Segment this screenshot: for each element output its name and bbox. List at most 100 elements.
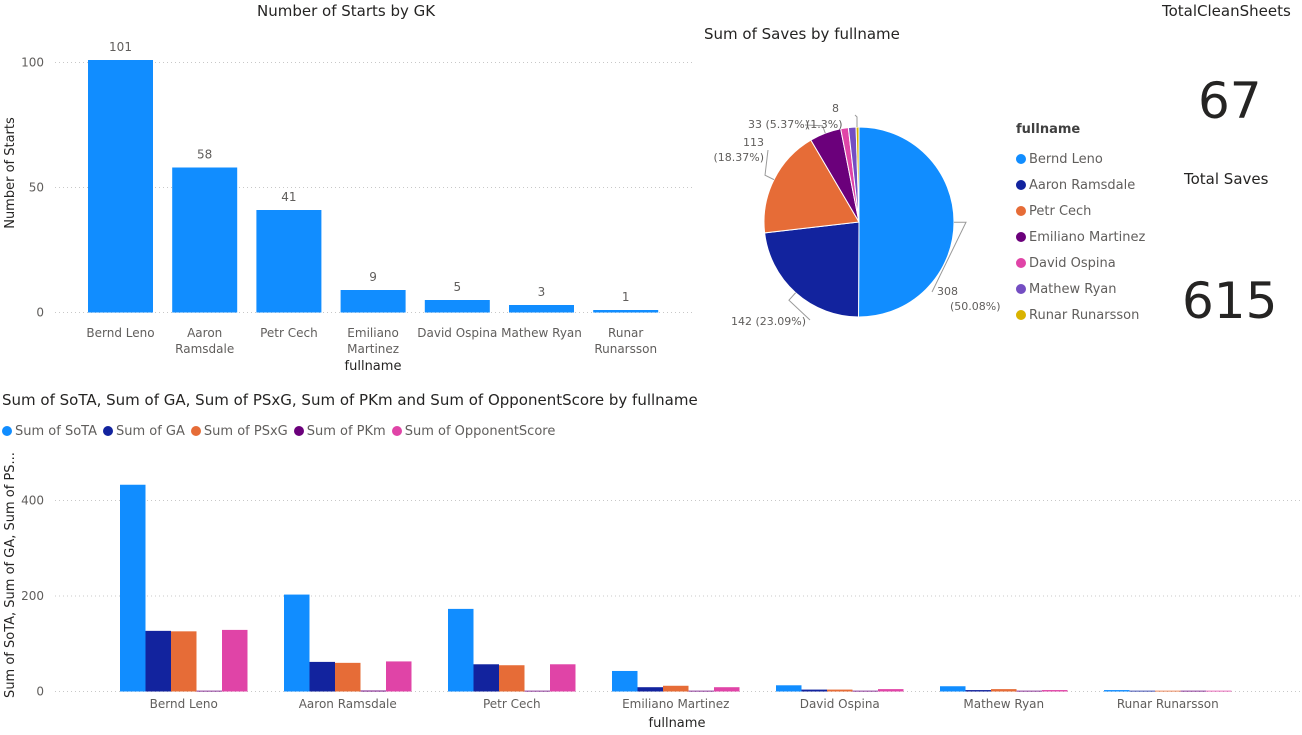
pie-legend-item[interactable]: Runar Runarsson — [1016, 302, 1145, 328]
grouped-bar[interactable] — [335, 662, 361, 692]
y-tick-label: 200 — [21, 589, 44, 603]
grouped-bar[interactable] — [688, 690, 715, 692]
grouped-bar[interactable] — [196, 690, 223, 692]
grouped-bar[interactable] — [360, 690, 387, 692]
grouped-bar[interactable] — [1016, 690, 1043, 692]
total-clean-sheets-value: 67 — [1198, 72, 1262, 130]
grouped-legend-item[interactable]: Sum of PKm — [293, 423, 386, 439]
grouped-bar[interactable] — [1104, 690, 1130, 692]
x-tick-label: Bernd Leno — [150, 697, 218, 711]
grouped-bar[interactable] — [663, 685, 689, 692]
grouped-legend-label: Sum of GA — [115, 423, 185, 439]
x-tick-label: Mathew Ryan — [501, 326, 582, 340]
grouped-bar[interactable] — [499, 665, 525, 692]
grouped-bar[interactable] — [1180, 690, 1207, 692]
pie-legend-item[interactable]: Mathew Ryan — [1016, 276, 1145, 302]
grouped-bar[interactable] — [120, 484, 146, 692]
grouped-bar[interactable] — [309, 661, 336, 692]
pie-legend-label: Runar Runarsson — [1029, 307, 1140, 323]
grouped-bar[interactable] — [776, 685, 802, 692]
x-tick-label: Petr Cech — [260, 326, 318, 340]
grouped-legend-item[interactable]: Sum of SoTA — [2, 424, 97, 439]
grouped-bar[interactable] — [714, 687, 740, 692]
pie-legend: fullname Bernd Leno Aaron Ramsdale Petr Ce… — [1016, 122, 1145, 328]
grouped-bar[interactable] — [852, 690, 879, 692]
pie-legend-item[interactable]: Aaron Ramsdale — [1016, 172, 1145, 198]
pie-legend-label: Petr Cech — [1029, 203, 1092, 219]
pie-slice[interactable] — [855, 126, 860, 223]
pie-legend-item[interactable]: Bernd Leno — [1016, 146, 1145, 172]
starts-bar[interactable] — [256, 210, 322, 313]
pie-slice[interactable] — [858, 126, 955, 318]
grouped-legend-item[interactable]: Sum of PSxG — [190, 424, 288, 439]
grouped-bar[interactable] — [1155, 690, 1181, 692]
grouped-chart-legend: Sum of SoTA Sum of GA Sum of PSxG Sum of PK… — [2, 422, 561, 440]
starts-bar[interactable] — [340, 290, 406, 313]
grouped-legend-item[interactable]: Sum of GA — [102, 423, 185, 439]
pie-legend-title: fullname — [1016, 122, 1081, 137]
pie-data-label: 8 — [832, 102, 839, 115]
pie-legend-item[interactable]: David Ospina — [1016, 250, 1145, 276]
starts-data-label: 9 — [369, 270, 377, 284]
grouped-bar[interactable] — [145, 630, 172, 692]
grouped-bar[interactable] — [1042, 690, 1068, 692]
grouped-bar[interactable] — [940, 686, 966, 692]
pie-slice[interactable] — [763, 139, 860, 234]
grouped-bar[interactable] — [284, 594, 310, 692]
grouped-bar[interactable] — [965, 690, 992, 692]
grouped-bar[interactable] — [386, 661, 412, 692]
x-tick-label: Runar Runarsson — [594, 326, 657, 356]
grouped-bar[interactable] — [524, 690, 551, 692]
starts-bar[interactable] — [424, 300, 490, 313]
y-tick-label: 50 — [29, 181, 44, 195]
total-saves-value: 615 — [1182, 272, 1278, 330]
grouped-bar[interactable] — [827, 689, 853, 692]
starts-bar-chart[interactable]: 0 50 100 101 Bernd Leno 58 Aaron Ramsdale 41 Petr… — [0, 0, 700, 380]
grouped-bar[interactable] — [473, 664, 500, 692]
grouped-bar[interactable] — [448, 608, 474, 692]
grouped-legend-label: Sum of PKm — [306, 423, 386, 439]
pie-legend-item[interactable]: Petr Cech — [1016, 198, 1145, 224]
grouped-bar[interactable] — [1206, 690, 1232, 692]
legend-dot-icon — [293, 426, 304, 436]
pie-data-label: 33 (5.37%) — [748, 118, 809, 131]
starts-data-label: 101 — [109, 40, 132, 54]
x-tick-label: David Ospina — [417, 326, 497, 340]
x-tick-label: Bernd Leno — [86, 326, 154, 340]
starts-bar[interactable] — [172, 167, 238, 313]
y-tick-label: 400 — [21, 494, 44, 508]
grouped-bar[interactable] — [1129, 690, 1156, 692]
grouped-bar[interactable] — [612, 670, 638, 692]
x-tick-label: Runar Runarsson — [1117, 697, 1219, 711]
y-axis-title: Number of Starts — [3, 117, 18, 229]
legend-dot-icon — [1016, 284, 1026, 294]
grouped-bar[interactable] — [222, 629, 248, 692]
pie-leader-line — [931, 221, 967, 293]
grouped-bar-chart[interactable]: 0 200 400 Bernd Leno Aaron Ramsdale Petr Cech… — [0, 440, 1302, 735]
starts-bar[interactable] — [593, 310, 659, 313]
pie-slice[interactable] — [764, 221, 860, 318]
starts-bar[interactable] — [509, 305, 574, 313]
pie-legend-item[interactable]: Emiliano Martinez — [1016, 224, 1145, 250]
x-tick-label: Petr Cech — [483, 697, 541, 711]
saves-pie-chart[interactable]: 308 (50.08%) 142 (23.09%) 113 (18.37%) 33 (5.… — [700, 60, 1010, 350]
grouped-bar[interactable] — [171, 631, 197, 692]
grouped-legend-item[interactable]: Sum of OpponentScore — [391, 424, 555, 439]
pie-leader-line — [764, 149, 775, 181]
grouped-bar[interactable] — [637, 687, 664, 692]
starts-bar[interactable] — [88, 60, 153, 313]
x-tick-label: Emiliano Martinez — [622, 697, 729, 711]
grouped-bar[interactable] — [801, 689, 828, 692]
x-axis-title: fullname — [649, 716, 706, 731]
starts-data-label: 5 — [453, 280, 461, 294]
pie-legend-label: Aaron Ramsdale — [1029, 177, 1136, 193]
starts-data-label: 58 — [197, 148, 212, 162]
grouped-legend-label: Sum of SoTA — [15, 423, 97, 439]
x-axis-title: fullname — [345, 359, 402, 374]
grouped-bar[interactable] — [550, 664, 576, 692]
legend-dot-icon — [1016, 258, 1026, 268]
grouped-bar[interactable] — [878, 689, 904, 692]
grouped-bar[interactable] — [991, 689, 1017, 692]
pie-leader-line — [804, 124, 826, 134]
starts-data-label: 3 — [538, 285, 546, 299]
